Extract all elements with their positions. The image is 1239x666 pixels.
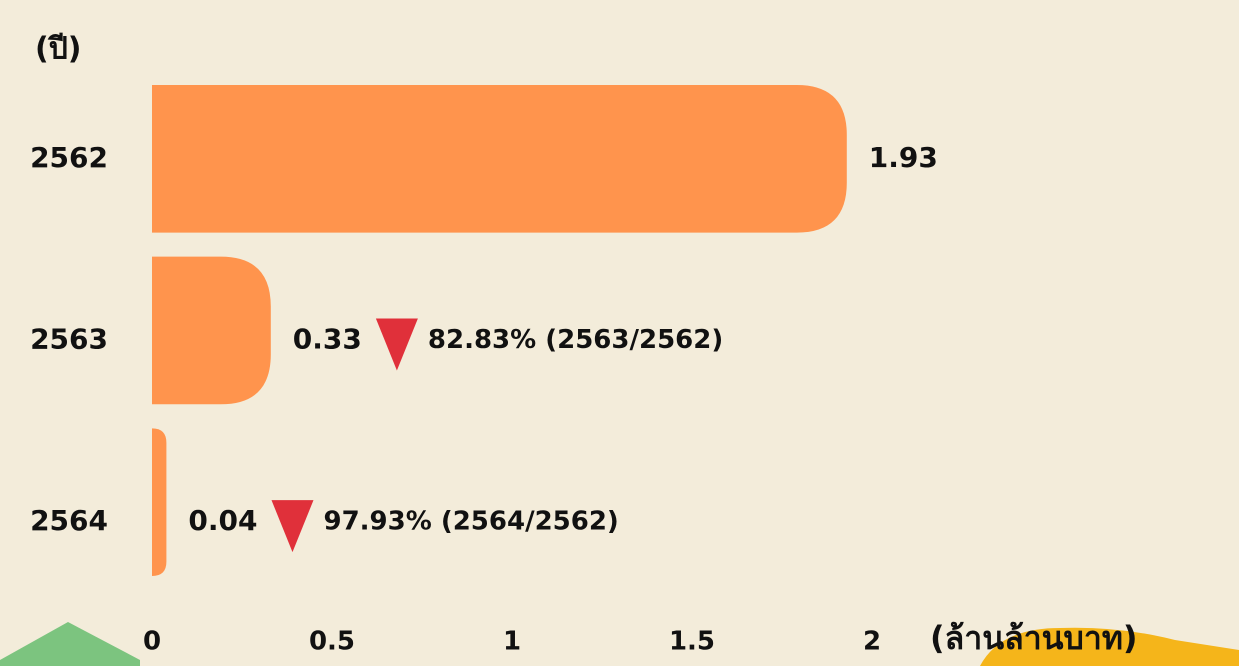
decrease-marker (271, 500, 314, 553)
x-axis-label: (ล้านล้านบาท) (930, 619, 1138, 657)
y-tick-label: 2562 (30, 141, 108, 174)
change-annotation: 97.93% (2564/2562) (323, 507, 618, 537)
bar (152, 256, 271, 405)
bar (152, 85, 847, 233)
bar (152, 428, 167, 576)
change-annotation: 82.83% (2563/2562) (428, 325, 723, 355)
y-tick-label: 2564 (30, 504, 108, 537)
decoration (980, 627, 1239, 666)
y-axis-label: (ปี) (35, 32, 81, 67)
x-tick-label: 0 (143, 627, 161, 657)
decrease-marker (375, 318, 418, 371)
value-label: 0.04 (188, 504, 257, 537)
x-tick-label: 2 (863, 627, 881, 657)
x-tick-label: 0.5 (309, 627, 355, 657)
value-label: 0.33 (293, 322, 362, 355)
x-tick-label: 1 (503, 627, 521, 657)
value-label: 1.93 (869, 141, 938, 174)
y-tick-label: 2563 (30, 322, 108, 355)
decoration (0, 622, 140, 666)
x-tick-label: 1.5 (669, 627, 715, 657)
